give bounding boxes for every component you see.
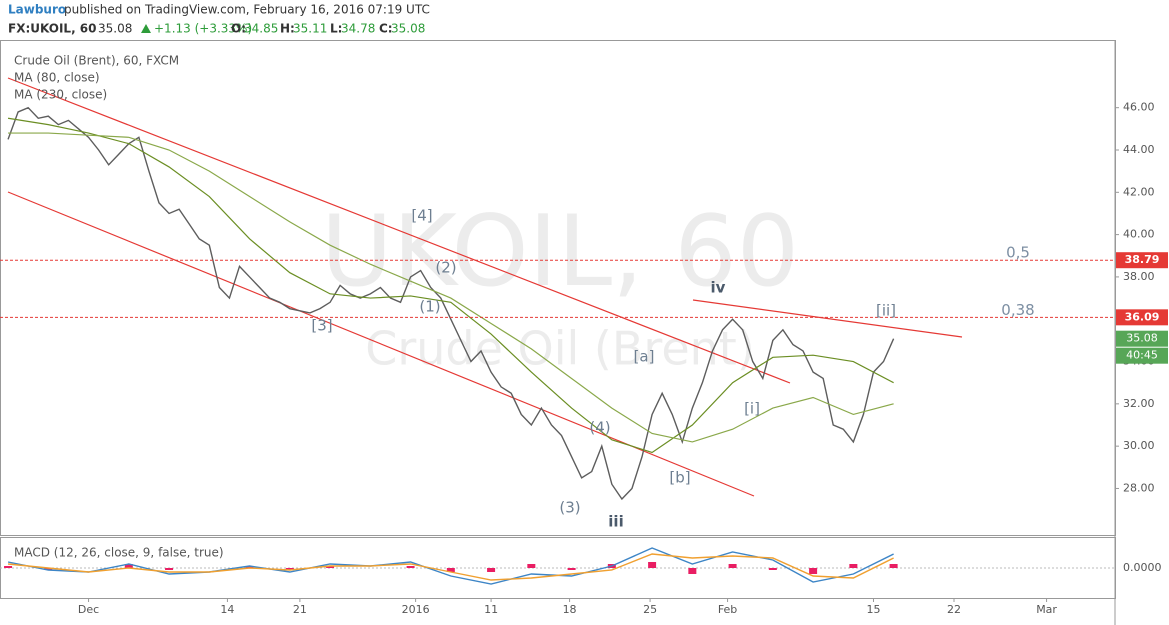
level-label-box	[1116, 252, 1168, 269]
histogram-bar	[527, 564, 536, 568]
macd-title: MACD (12, 26, close, 9, false, true)	[14, 546, 224, 560]
legend-entry: Crude Oil (Brent), 60, FXCM	[14, 54, 179, 68]
x-tick-label: Mar	[1036, 603, 1057, 616]
published: published on TradingView.com, February 1…	[64, 3, 430, 17]
price-line	[7, 106, 895, 501]
x-tick-label: 11	[484, 603, 498, 616]
ohlc-value: 35.11	[293, 22, 327, 36]
histogram-bar	[889, 564, 898, 568]
wave-label: [a]	[634, 348, 655, 366]
x-tick-label: 15	[866, 603, 880, 616]
ohlc-value: 34.85	[244, 22, 278, 36]
histogram-bar	[768, 568, 777, 570]
x-tick-label: 25	[643, 603, 657, 616]
change: +1.13 (+3.33%)	[154, 22, 252, 36]
legend-entry: MA (230, close)	[14, 88, 107, 102]
last-price: 35.08	[1126, 332, 1158, 345]
histogram-bar	[406, 566, 415, 568]
histogram-bar	[487, 568, 496, 572]
histogram-bar	[648, 562, 657, 568]
wave-label: [4]	[411, 207, 432, 225]
histogram-bar	[688, 568, 697, 574]
x-tick-label: 14	[220, 603, 234, 616]
histogram-bar	[809, 568, 818, 574]
y-tick-label: 28.00	[1123, 481, 1155, 494]
y-tick-label: 30.00	[1123, 439, 1155, 452]
wave-label: (3)	[559, 499, 580, 517]
ohlc-value: 34.78	[341, 22, 375, 36]
wave-label: [b]	[669, 469, 690, 487]
histogram-bar	[124, 564, 133, 568]
author[interactable]: Lawburo	[8, 3, 66, 17]
ohlc-label: L:	[330, 22, 342, 36]
x-tick-label: Dec	[78, 603, 99, 616]
fib-label: 0,38	[1001, 301, 1034, 319]
histogram-bar	[567, 568, 576, 570]
level-label: 38.79	[1125, 253, 1160, 266]
y-tick-label: 44.00	[1123, 143, 1155, 156]
x-tick-label: Feb	[718, 603, 737, 616]
wave-label: [3]	[311, 317, 332, 335]
wave-label: iv	[711, 279, 726, 297]
histogram-bar	[446, 568, 455, 572]
x-tick-label: 22	[947, 603, 961, 616]
wave-label: (1)	[419, 298, 440, 316]
level-label-box	[1116, 309, 1168, 326]
wave-label: (4)	[589, 419, 610, 437]
last-price-box	[1116, 330, 1168, 347]
moving-average	[8, 132, 894, 443]
y-tick-label: 32.00	[1123, 397, 1155, 410]
legend-entry: MA (80, close)	[14, 71, 100, 85]
y-tick-label: 0.0000	[1123, 561, 1162, 574]
wave-label: [ii]	[876, 302, 896, 320]
ohlc-label: C:	[379, 22, 393, 36]
resistance	[692, 299, 963, 338]
up-arrow	[141, 24, 151, 33]
watermark-layer: UKOIL, 60 Crude Oil (Brent)	[321, 195, 799, 376]
plot-layer: 28.0030.0032.0034.0036.0038.0040.0042.00…	[0, 54, 1168, 616]
histogram-bar	[728, 564, 737, 568]
y-tick-label: 40.00	[1123, 228, 1155, 241]
wave-label: (2)	[435, 259, 456, 277]
fib-label: 0,5	[1006, 244, 1030, 262]
watermark-subtitle: Crude Oil (Brent)	[365, 322, 755, 376]
x-tick-label: 2016	[402, 603, 430, 616]
histogram-bar	[165, 568, 174, 570]
histogram-bar	[4, 566, 13, 568]
ohlc-label: H:	[280, 22, 295, 36]
x-tick-label: 21	[293, 603, 307, 616]
histogram-bar	[245, 566, 254, 568]
wave-label: iii	[608, 513, 623, 531]
price: 35.08	[98, 22, 132, 36]
moving-average	[7, 117, 894, 454]
wave-label: [i]	[744, 400, 760, 418]
level-label: 36.09	[1125, 310, 1160, 323]
channel-upper	[7, 77, 791, 384]
countdown: 40:45	[1126, 349, 1158, 362]
symbol: FX:UKOIL, 60	[8, 22, 97, 36]
ohlc-value: 35.08	[391, 22, 425, 36]
histogram-bar	[849, 564, 858, 568]
countdown-box	[1116, 347, 1168, 364]
y-tick-label: 38.00	[1123, 270, 1155, 283]
histogram-bar	[326, 566, 335, 568]
y-tick-label: 42.00	[1123, 185, 1155, 198]
histogram-bar	[285, 568, 294, 570]
watermark: UKOIL, 60	[321, 195, 799, 309]
y-tick-label: 46.00	[1123, 101, 1155, 114]
signal-line	[7, 553, 894, 581]
ohlc-label: O:	[231, 22, 246, 36]
x-tick-label: 18	[563, 603, 577, 616]
histogram-bar	[44, 568, 53, 570]
